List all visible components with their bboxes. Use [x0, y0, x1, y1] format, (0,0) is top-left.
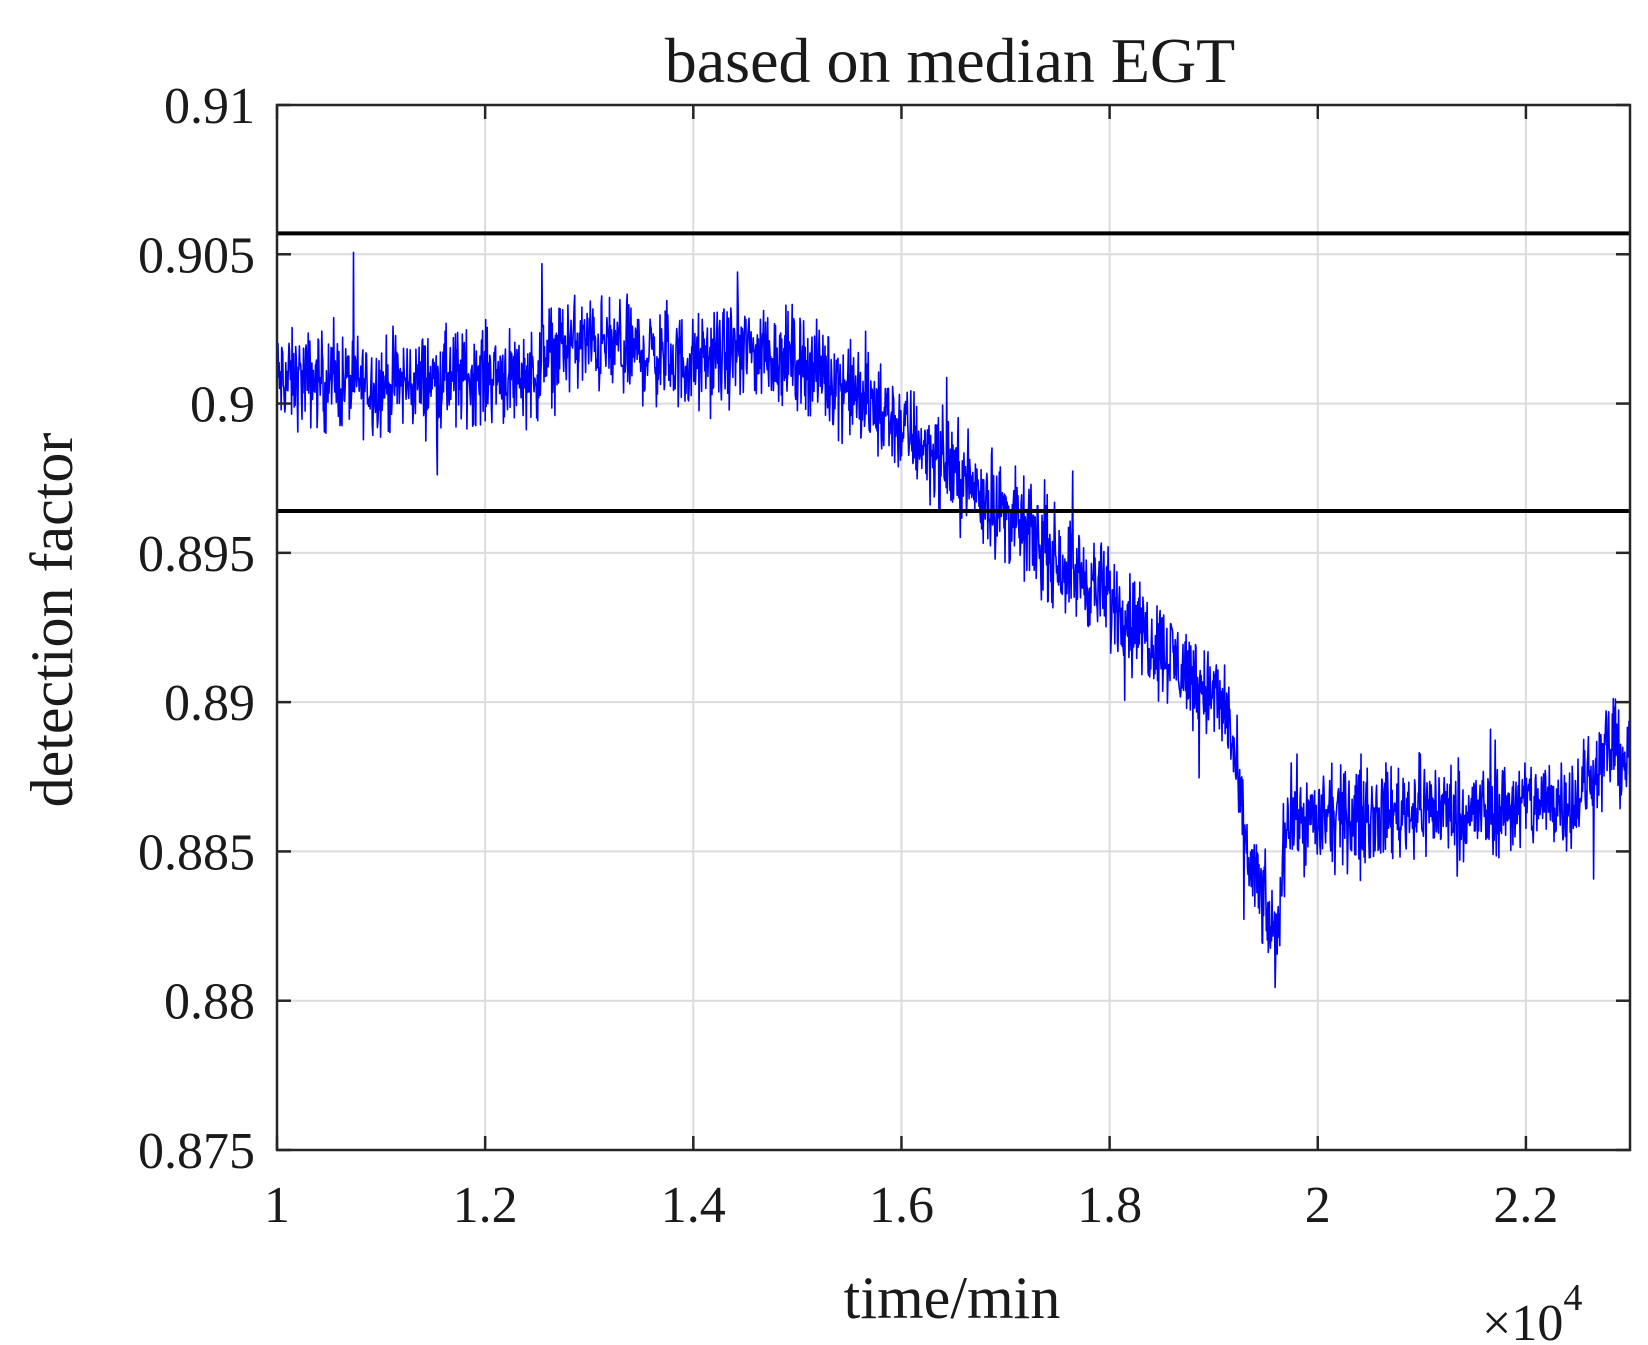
x-tick-label-6: 2.2 [1493, 1177, 1558, 1234]
x-exponent-base: ×10 [1482, 1295, 1563, 1345]
x-tick-label-0: 1 [264, 1177, 290, 1234]
y-tick-labels: 0.875 0.88 0.885 0.89 0.895 0.9 0.905 0.91 [138, 78, 255, 1180]
x-tick-label-4: 1.8 [1077, 1177, 1142, 1234]
axes-box [275, 103, 1632, 1152]
y-tick-label-5: 0.9 [190, 377, 255, 434]
x-exponent-label: ×104 [1482, 1277, 1582, 1345]
x-tick-labels: 1 1.2 1.4 1.6 1.8 2 2.2 [264, 1177, 1558, 1234]
series-line [276, 251, 1631, 989]
chart-title: based on median EGT [665, 25, 1236, 96]
y-tick-label-0: 0.875 [138, 1123, 255, 1180]
threshold-lines [277, 231, 1630, 514]
y-tick-label-7: 0.91 [164, 78, 255, 135]
x-axis-label: time/min [844, 1265, 1061, 1331]
y-tick-label-6: 0.905 [138, 227, 255, 284]
ticks [275, 103, 1630, 1152]
x-tick-label-2: 1.4 [661, 1177, 726, 1234]
x-tick-label-3: 1.6 [869, 1177, 934, 1234]
y-tick-label-4: 0.895 [138, 526, 255, 583]
x-tick-label-1: 1.2 [453, 1177, 518, 1234]
y-tick-label-3: 0.89 [164, 675, 255, 732]
x-exponent-power: 4 [1563, 1277, 1582, 1319]
grid [276, 104, 1630, 1151]
y-tick-label-2: 0.885 [138, 824, 255, 881]
x-tick-label-5: 2 [1305, 1177, 1331, 1234]
plot-area [276, 251, 1631, 989]
y-tick-label-1: 0.88 [164, 974, 255, 1031]
y-axis-label: detection factor [19, 433, 85, 808]
